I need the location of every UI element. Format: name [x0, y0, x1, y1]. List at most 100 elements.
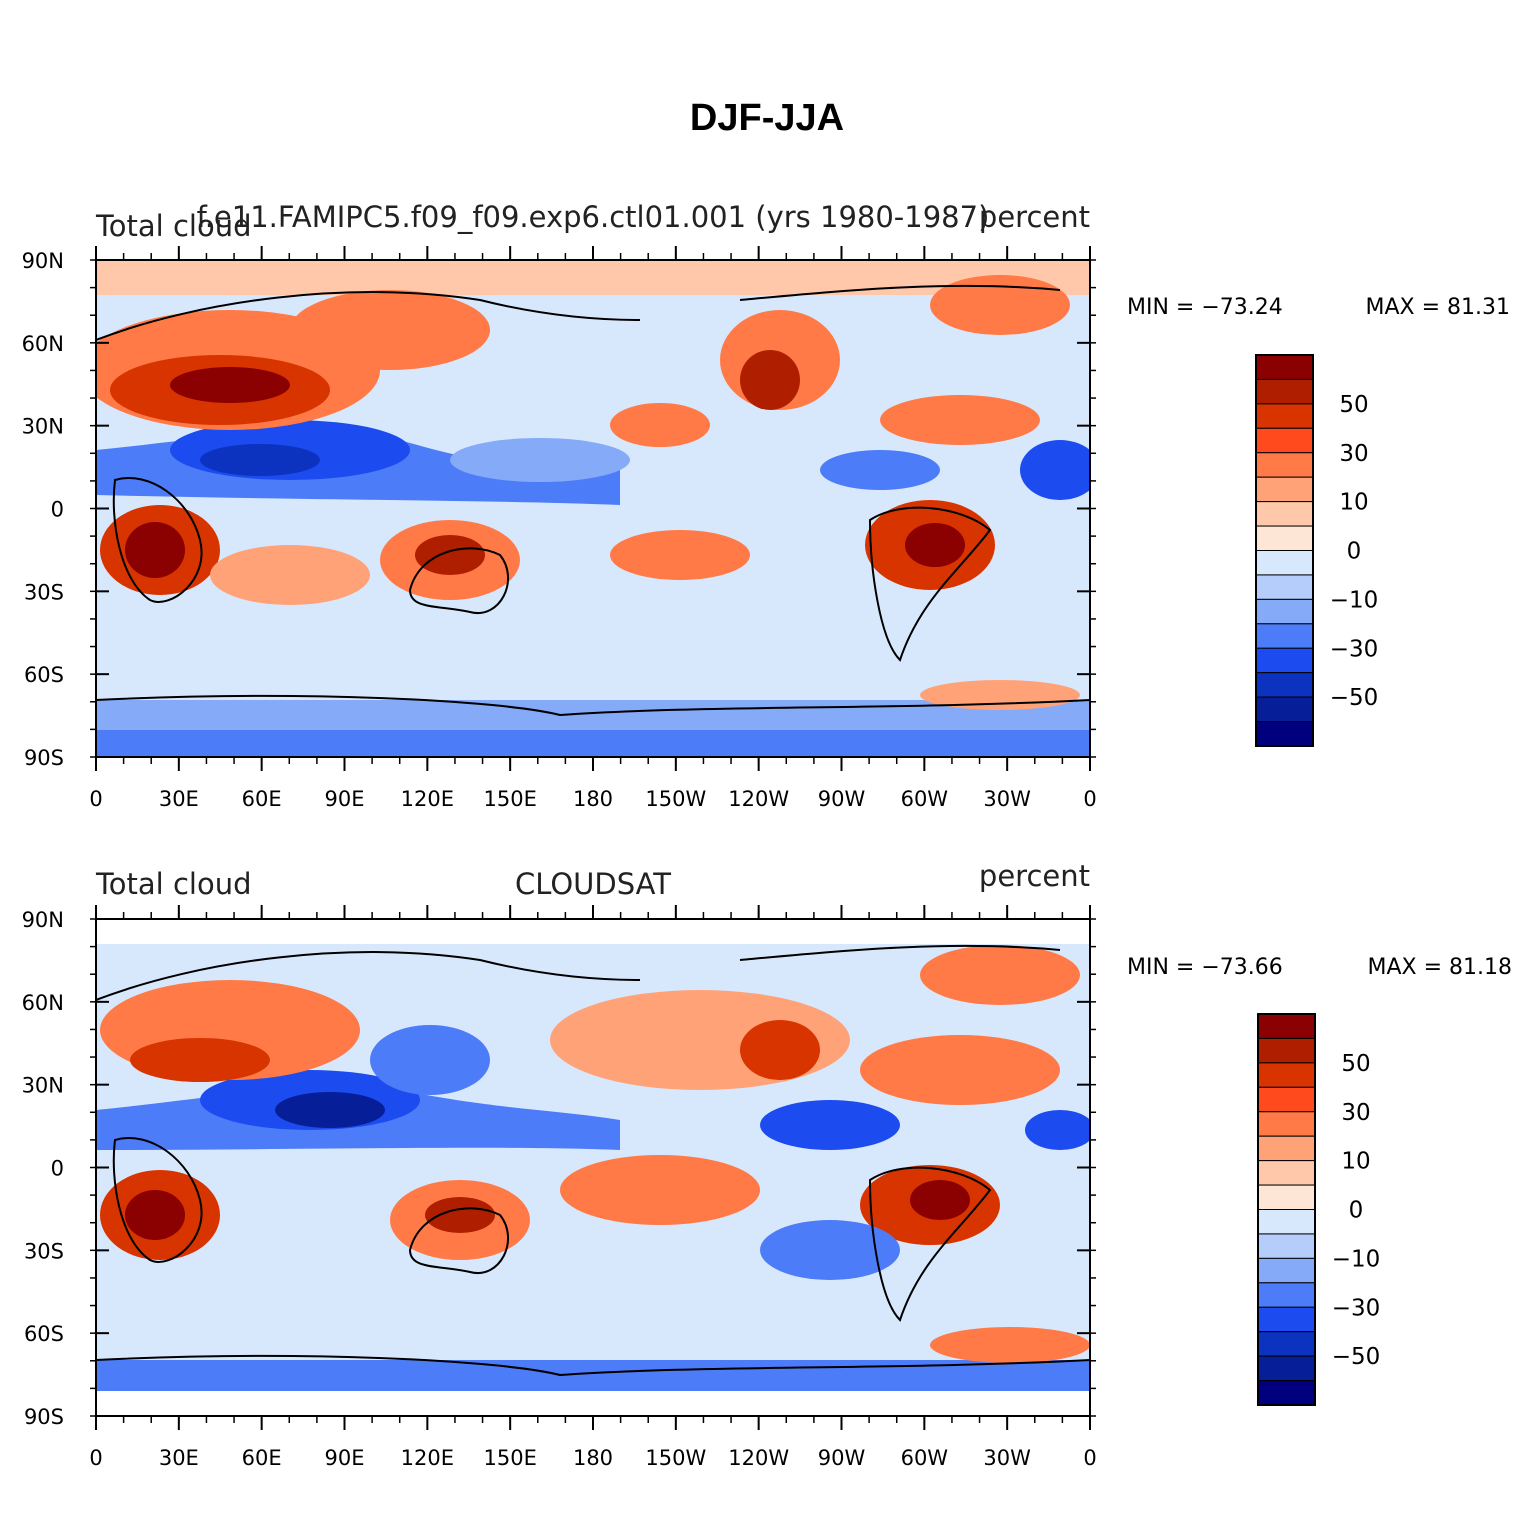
panel-2-lat-axis: 90N 60N 30N 0 30S 60S 90S: [22, 908, 1096, 1429]
north-pacific-warm: [610, 403, 710, 447]
south-america-peak: [905, 523, 965, 567]
arctic-coastline: [96, 944, 1061, 1001]
lon-tick-label: 30E: [159, 787, 199, 811]
panel-2-center-title: CLOUDSAT: [515, 867, 671, 901]
north-atlantic-warm: [880, 395, 1040, 445]
lon-tick-label: 0: [1083, 787, 1096, 811]
greenland-warm: [930, 275, 1070, 335]
colorbar-swatch: [1255, 623, 1314, 649]
colorbar-label: −30: [1330, 636, 1379, 662]
south-pacific-warm: [560, 1155, 760, 1225]
lon-tick-label: 0: [89, 1446, 102, 1470]
colorbar-swatch: [1255, 696, 1314, 723]
atlantic-blue-blob: [1025, 1110, 1090, 1150]
colorbar-swatch: [1255, 501, 1314, 527]
colorbar-swatch: [1255, 378, 1314, 405]
south-america-peak: [910, 1180, 970, 1220]
eurasia-warm-peak: [170, 367, 290, 403]
panel-1-max-label: MAX = 81.31: [1365, 295, 1510, 320]
colorbar-swatch: [1255, 672, 1314, 698]
lon-tick-label: 150E: [483, 787, 536, 811]
colorbar-label: 50: [1339, 392, 1368, 418]
south-africa-peak: [125, 522, 185, 578]
lat-tick-label: 60N: [22, 991, 64, 1015]
panel-1-colorbar: 50 30 10 0 −10 −30 −50: [1255, 354, 1379, 747]
panel-2-colorbar: 50 30 10 0 −10 −30 −50: [1257, 1013, 1381, 1406]
lon-tick-label: 90E: [325, 787, 365, 811]
panel-1-lat-axis: 90N 60N 30N 0 30S 60S 90S: [22, 249, 1096, 770]
north-america-west-core: [740, 1020, 820, 1080]
colorbar-swatch: [1255, 476, 1314, 503]
colorbar-swatch: [1255, 647, 1314, 674]
lat-tick-label: 60S: [24, 663, 64, 687]
lat-tick-label: 90N: [22, 249, 64, 273]
panel-1: Total cloud f.e11.FAMIPC5.f09_f09.exp6.c…: [22, 200, 1510, 811]
africa-coastline: [112, 477, 203, 603]
panel-1-center-title: f.e11.FAMIPC5.f09_f09.exp6.ctl01.001 (yr…: [197, 200, 990, 234]
colorbar-swatch: [1257, 1160, 1316, 1186]
colorbar-swatch: [1255, 427, 1314, 454]
figure-title: DJF-JJA: [690, 97, 844, 139]
colorbar-label: 0: [1347, 539, 1362, 565]
colorbar-label: −10: [1332, 1246, 1381, 1272]
lon-tick-label: 90E: [325, 1446, 365, 1470]
lat-tick-label: 60N: [22, 332, 64, 356]
lon-tick-label: 30W: [983, 1446, 1031, 1470]
colorbar-swatch: [1257, 1282, 1316, 1308]
australia-coastline: [408, 547, 510, 615]
lat-tick-label: 90S: [24, 746, 64, 770]
colorbar-swatch: [1255, 550, 1314, 576]
colorbar-swatch: [1255, 354, 1314, 380]
panel-1-right-title: percent: [979, 200, 1090, 234]
colorbar-frame: [1257, 1013, 1316, 1406]
colorbar-swatch: [1257, 1086, 1316, 1113]
antarctica-coastline: [96, 1354, 1090, 1377]
central-america-blue-blob: [760, 1100, 900, 1150]
colorbar-label: 30: [1341, 1100, 1370, 1126]
indian-monsoon-core: [200, 444, 320, 476]
colorbar-swatch: [1255, 403, 1314, 429]
colorbar-label: 30: [1339, 441, 1368, 467]
antarctica-coastline: [96, 694, 1090, 717]
pacific-blue-blob: [450, 438, 630, 482]
colorbar-label: 50: [1341, 1051, 1370, 1077]
panel-2-map: [96, 944, 1090, 1391]
south-pacific-warm: [610, 530, 750, 580]
lon-tick-label: 150W: [645, 787, 706, 811]
lat-tick-label: 0: [51, 498, 64, 522]
australia-core: [425, 1197, 495, 1233]
lon-tick-label: 30W: [983, 787, 1031, 811]
south-africa-peak: [125, 1190, 185, 1240]
panel-2-left-title: Total cloud: [95, 867, 251, 901]
colorbar-swatch: [1257, 1355, 1316, 1382]
east-asia-blue-blob: [370, 1025, 490, 1095]
lon-tick-label: 120W: [728, 787, 789, 811]
colorbar-frame: [1255, 354, 1314, 747]
panel-2-max-label: MAX = 81.18: [1367, 955, 1512, 980]
colorbar-swatch: [1257, 1135, 1316, 1162]
panel-2-right-title: percent: [979, 859, 1090, 893]
lon-tick-label: 0: [1083, 1446, 1096, 1470]
south-america-coastline: [868, 1166, 992, 1322]
panel-1-min-label: MIN = −73.24: [1127, 295, 1283, 320]
panel-2: Total cloud CLOUDSAT percent: [22, 859, 1512, 1470]
colorbar-label: 10: [1339, 490, 1368, 516]
south-indian-warm: [210, 545, 370, 605]
colorbar-label: −30: [1332, 1295, 1381, 1321]
colorbar-label: 0: [1349, 1198, 1364, 1224]
colorbar-swatch: [1257, 1013, 1316, 1039]
colorbar-swatch: [1255, 452, 1314, 478]
colorbar-swatch: [1257, 1331, 1316, 1357]
colorbar-swatch: [1257, 1062, 1316, 1088]
lat-tick-label: 90N: [22, 908, 64, 932]
panel-1-map: [96, 260, 1090, 757]
lon-tick-label: 120W: [728, 1446, 789, 1470]
australia-core: [415, 535, 485, 575]
lon-tick-label: 60W: [901, 787, 949, 811]
lon-tick-label: 90W: [818, 787, 866, 811]
atlantic-blue-blob: [1020, 440, 1090, 500]
north-atlantic-warm: [860, 1035, 1060, 1105]
colorbar-swatch: [1255, 574, 1314, 600]
colorbar-swatch: [1255, 598, 1314, 625]
south-america-coastline: [868, 506, 992, 662]
